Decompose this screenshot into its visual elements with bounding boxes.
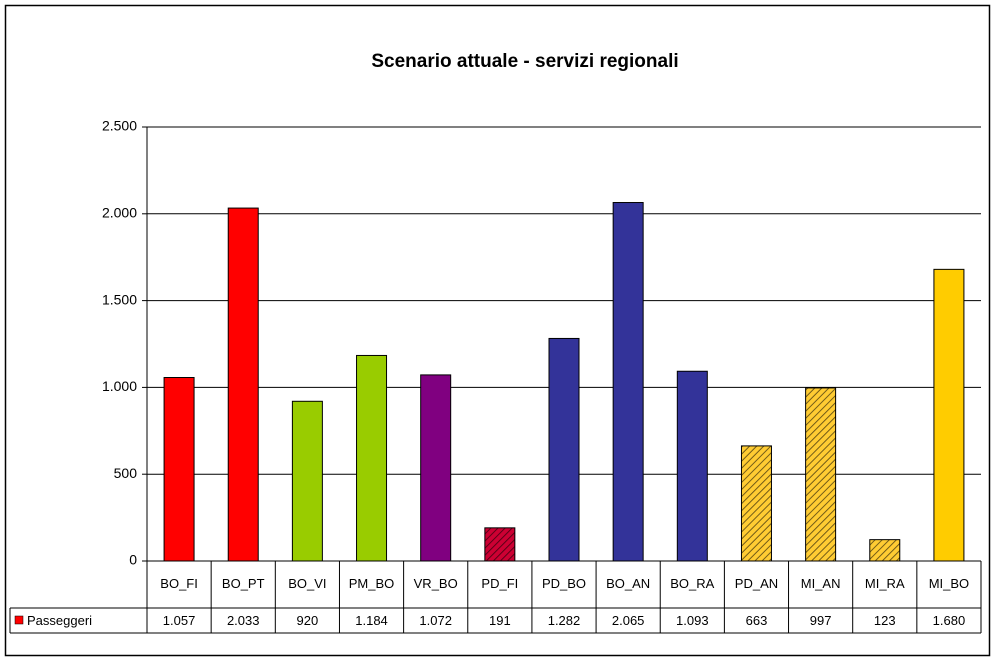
table-value: 1.282 <box>548 613 581 628</box>
bar <box>484 527 516 562</box>
bar <box>740 445 772 562</box>
bar <box>869 539 901 562</box>
x-tick-label: BO_VI <box>288 576 326 591</box>
y-tick-label: 1.500 <box>102 291 137 307</box>
y-tick-label: 2.000 <box>102 205 137 221</box>
bar <box>676 370 708 562</box>
table-value: 1.184 <box>355 613 388 628</box>
legend-label: Passeggeri <box>27 613 92 628</box>
chart-title: Scenario attuale - servizi regionali <box>371 51 678 72</box>
table-value: 920 <box>297 613 319 628</box>
bar <box>227 207 259 562</box>
table-value: 1.072 <box>419 613 452 628</box>
y-tick-label: 0 <box>129 552 137 568</box>
x-tick-label: BO_RA <box>670 576 714 591</box>
x-tick-label: BO_FI <box>160 576 198 591</box>
bar <box>356 354 388 562</box>
x-tick-label: PD_BO <box>542 576 586 591</box>
x-tick-label: PD_AN <box>735 576 778 591</box>
table-value: 1.093 <box>676 613 709 628</box>
table-value: 663 <box>746 613 768 628</box>
bar <box>612 202 644 562</box>
y-tick-label: 2.500 <box>102 118 137 134</box>
table-value: 997 <box>810 613 832 628</box>
legend-swatch <box>14 615 24 625</box>
x-tick-label: BO_PT <box>222 576 265 591</box>
bar <box>420 374 452 562</box>
table-value: 1.057 <box>163 613 196 628</box>
bar <box>291 400 323 562</box>
x-tick-label: MI_RA <box>865 576 905 591</box>
table-value: 123 <box>874 613 896 628</box>
y-tick-label: 500 <box>114 465 138 481</box>
x-tick-label: PM_BO <box>349 576 395 591</box>
x-tick-label: PD_FI <box>481 576 518 591</box>
table-value: 191 <box>489 613 511 628</box>
x-tick-label: BO_AN <box>606 576 650 591</box>
x-tick-label: MI_BO <box>929 576 969 591</box>
y-tick-label: 1.000 <box>102 378 137 394</box>
table-value: 1.680 <box>933 613 966 628</box>
table-value: 2.065 <box>612 613 645 628</box>
bar <box>548 337 580 562</box>
bar <box>163 377 195 562</box>
bar <box>805 387 837 562</box>
bar <box>933 268 965 562</box>
table-value: 2.033 <box>227 613 260 628</box>
x-tick-label: MI_AN <box>801 576 841 591</box>
x-tick-label: VR_BO <box>414 576 458 591</box>
